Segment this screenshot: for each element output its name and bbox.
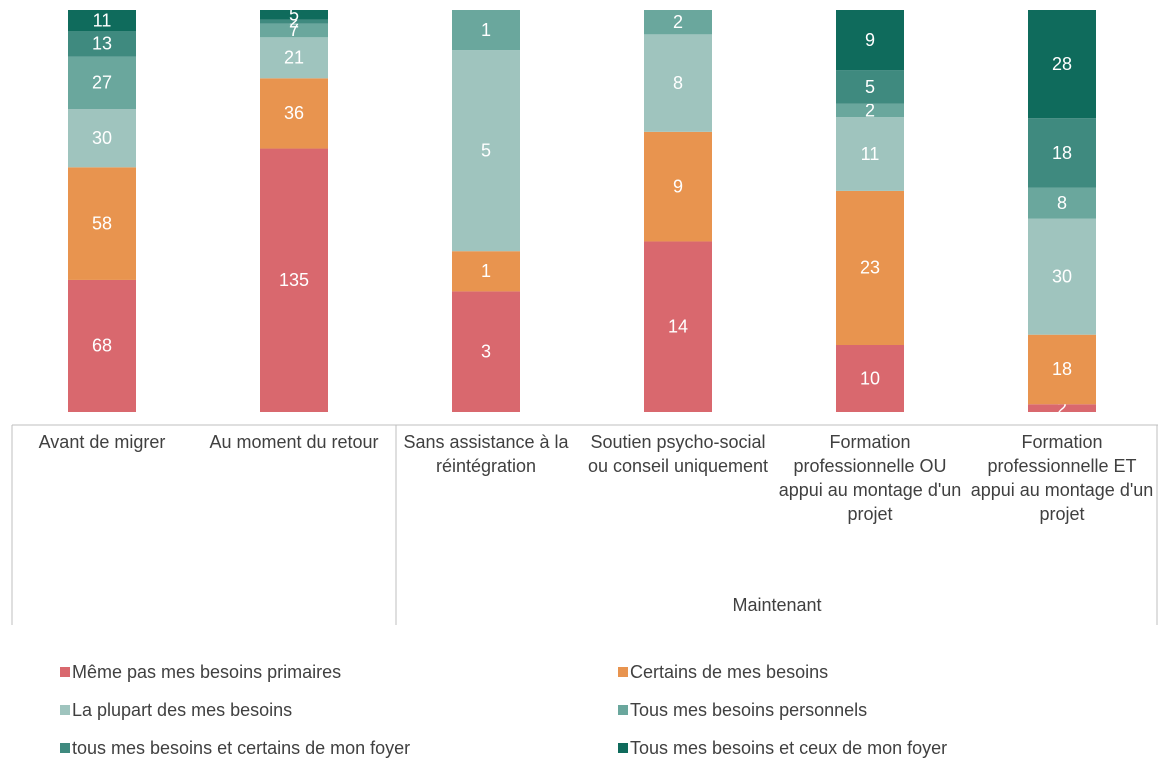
bar-segment [452,251,520,292]
bar-segment [836,10,904,71]
bar-segment [68,279,136,412]
legend-swatch [60,705,70,715]
data-label: 9 [865,30,875,50]
data-label: 2 [289,11,299,31]
bar-segment [260,23,328,38]
bar-segment [1028,10,1096,119]
bar-segment [836,190,904,345]
legend-label: Certains de mes besoins [630,662,828,682]
data-label: 36 [284,103,304,123]
x-tick-label: Formation professionnelle OU appui au mo… [778,432,962,524]
data-label: 5 [289,5,299,25]
data-label: 8 [673,73,683,93]
data-label: 2 [1057,398,1067,418]
legend-swatch [618,705,628,715]
data-label: 30 [92,128,112,148]
bar-segment [644,131,712,242]
group-label: Maintenant [732,595,821,615]
x-tick-label: Formation professionnelle ET appui au mo… [970,432,1154,524]
data-label: 5 [865,77,875,97]
bar-segment [1028,404,1096,412]
data-label: 58 [92,213,112,233]
x-tick-label: Avant de migrer [38,432,166,452]
bar-segment [260,78,328,149]
data-label: 5 [481,140,491,160]
legend-swatch [618,667,628,677]
data-label: 2 [673,12,683,32]
bar-segment [452,291,520,412]
legend-label: Même pas mes besoins primaires [72,662,341,682]
data-label: 11 [93,10,112,30]
bar-segment [1028,218,1096,335]
bar-segment [644,10,712,35]
bar-segment [260,37,328,79]
legend-swatch [618,743,628,753]
data-label: 18 [1052,143,1072,163]
bar-segment [452,50,520,252]
bar-segment [260,19,328,24]
data-label: 8 [1057,193,1067,213]
bar-segment [644,241,712,412]
data-label: 27 [92,73,112,93]
legend-label: Tous mes besoins personnels [630,700,867,720]
data-label: 10 [860,368,880,388]
data-label: 2 [865,100,875,120]
data-label: 7 [289,20,299,40]
data-label: 21 [284,48,304,68]
bar-segment [260,10,328,20]
bar-segment [68,167,136,280]
legend-label: La plupart des mes besoins [72,700,292,720]
bar-segment [260,148,328,412]
data-label: 1 [481,261,491,281]
x-tick-label: Au moment du retour [209,432,379,452]
bar-segment [1028,187,1096,219]
data-label: 9 [673,176,683,196]
data-label: 1 [481,20,491,40]
data-label: 3 [481,341,491,361]
data-label: 11 [861,144,880,164]
bar-segment [836,103,904,118]
data-label: 30 [1052,266,1072,286]
legend-swatch [60,667,70,677]
data-label: 13 [92,34,112,54]
bar-segment [68,56,136,110]
data-label: 68 [92,336,112,356]
bar-segment [1028,334,1096,405]
data-label: 14 [668,316,688,336]
bar-segment [68,10,136,32]
bar-segment [836,117,904,191]
bar-segment [836,70,904,104]
bar-segment [452,10,520,51]
x-tick-label: Soutien psycho-social ou conseil uniquem… [587,432,769,476]
bar-segment [644,34,712,132]
data-label: 18 [1052,359,1072,379]
legend-label: tous mes besoins et certains de mon foye… [72,738,410,758]
bar-segment [68,31,136,57]
legend-label: Tous mes besoins et ceux de mon foyer [630,738,947,758]
x-tick-label: Sans assistance à la réintégration [403,432,569,476]
data-label: 135 [279,270,309,290]
legend-swatch [60,743,70,753]
data-label: 28 [1052,54,1072,74]
data-label: 23 [860,258,880,278]
bar-segment [1028,118,1096,188]
bar-segment [68,109,136,168]
bar-segment [836,345,904,412]
